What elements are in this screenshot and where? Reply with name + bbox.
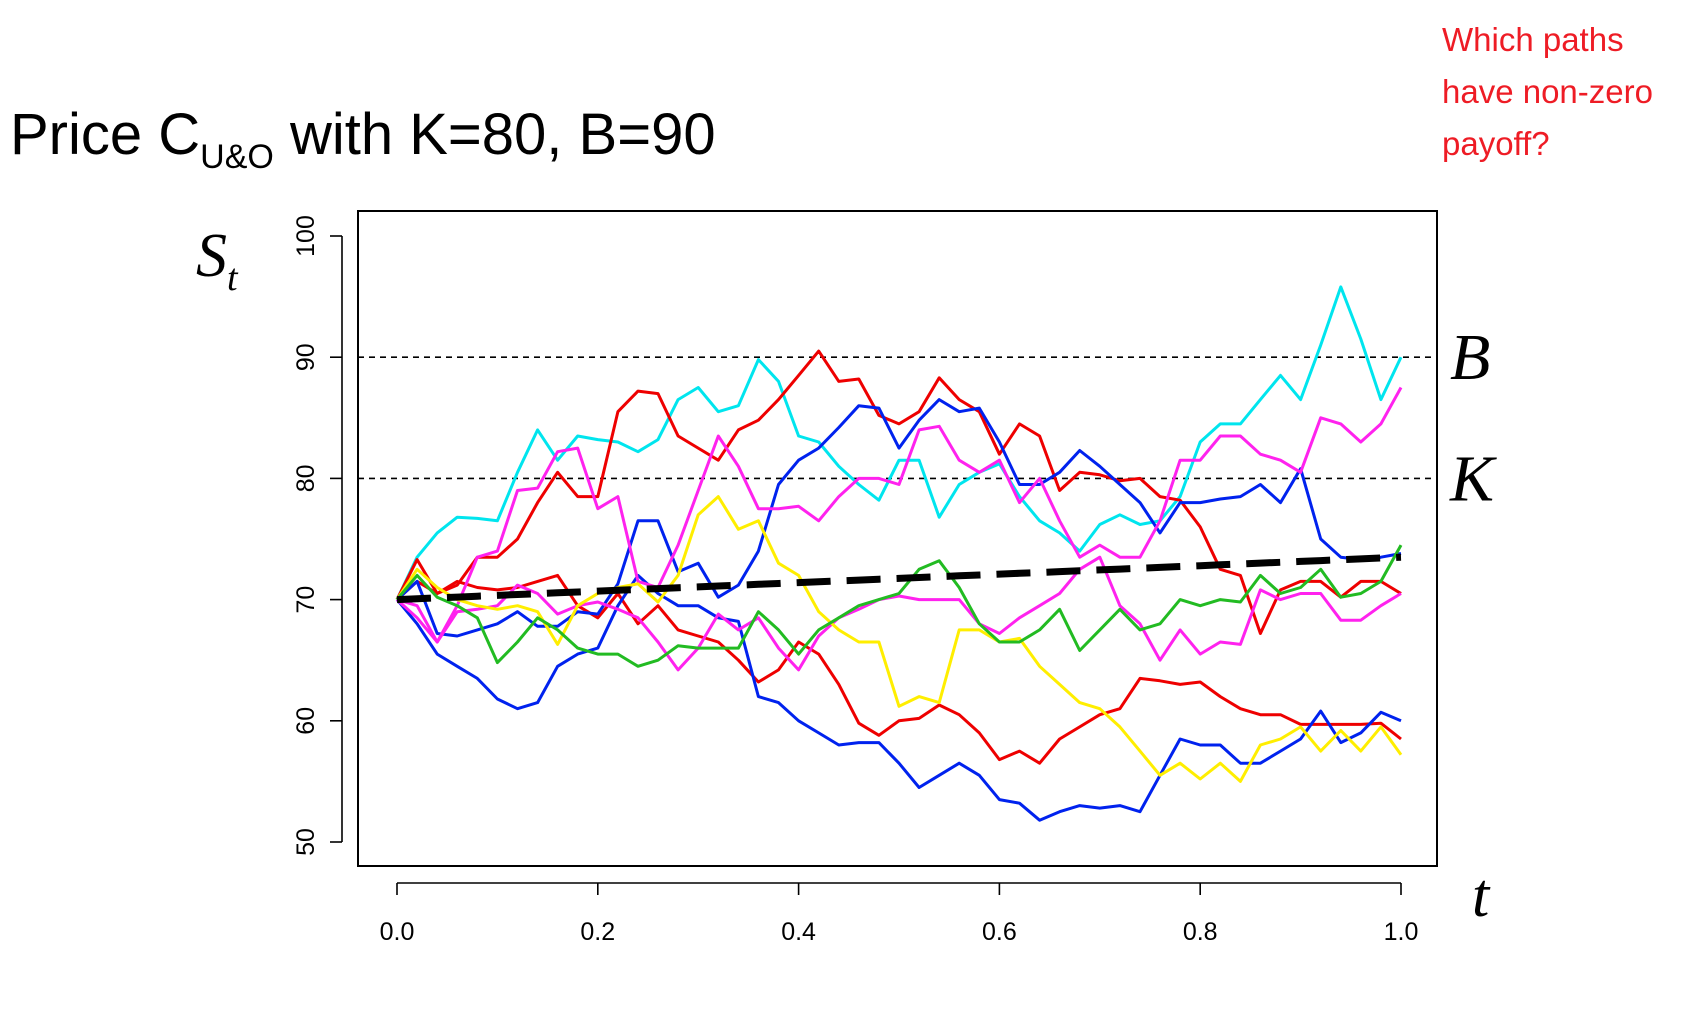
path-line-4: [395, 573, 1402, 822]
path-line-8: [395, 544, 1403, 668]
x-axis-label: t: [1472, 862, 1491, 930]
path-line-6: [396, 555, 1402, 672]
question-line: Which paths: [1442, 21, 1624, 58]
y-axis-label: St: [196, 222, 239, 299]
path-line-7: [395, 495, 1403, 783]
y-tick-label: 80: [292, 464, 320, 492]
series-layer: [395, 285, 1403, 822]
question-note: Which paths have non-zero payoff?: [1442, 14, 1653, 170]
path-line-5: [395, 386, 1403, 644]
path-line-2: [395, 573, 1402, 765]
title-subscript: U&O: [200, 138, 274, 176]
x-tick-label: 0.2: [580, 918, 615, 946]
y-tick-label: 70: [292, 586, 320, 614]
x-tick-label: 0.4: [781, 918, 816, 946]
mean-path-line: [396, 553, 1402, 604]
title-suffix: with K=80, B=90: [273, 102, 716, 167]
axes: 0.0 0.2 0.4 0.6 0.8 1.0 50 60 70 80 90 100: [292, 215, 1418, 946]
x-tick-label: 1.0: [1384, 918, 1419, 946]
page-title: Price CU&O with K=80, B=90: [10, 106, 716, 176]
path-line-3: [395, 398, 1402, 638]
path-line-1: [395, 349, 1402, 635]
y-tick-label: 50: [292, 828, 320, 856]
y-tick-label: 90: [292, 343, 320, 371]
path-line-0: [395, 285, 1403, 601]
question-line: have non-zero: [1442, 73, 1653, 110]
title-prefix: Price C: [10, 102, 201, 167]
x-tick-label: 0.8: [1183, 918, 1218, 946]
reference-lines: BK: [358, 321, 1497, 515]
x-tick-label: 0.6: [982, 918, 1017, 946]
plot-frame: [357, 210, 1438, 867]
y-tick-label: 100: [292, 215, 320, 257]
y-tick-label: 60: [292, 707, 320, 735]
x-tick-label: 0.0: [380, 918, 415, 946]
question-line: payoff?: [1442, 125, 1550, 162]
hline-label-K: K: [1449, 442, 1497, 515]
hline-label-B: B: [1450, 321, 1490, 394]
